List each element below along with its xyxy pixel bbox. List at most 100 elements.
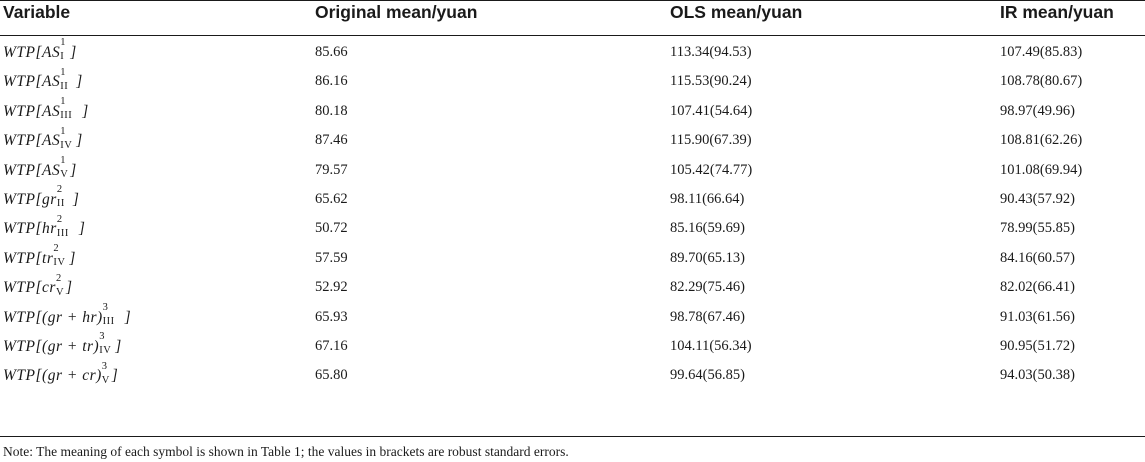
variable-symbol: WTP[AS 1 III] <box>3 96 89 121</box>
wtp-prefix: WTP[ <box>3 73 43 91</box>
variable-base: hr <box>42 220 57 238</box>
variable-superscript: 2 <box>55 272 62 284</box>
original-mean-cell: 50.72 <box>315 220 348 237</box>
variable-subscript: III <box>102 316 115 328</box>
ir-mean-cell: 108.78(80.67) <box>1000 73 1083 90</box>
variable-subscript: IV <box>53 257 66 269</box>
original-mean-cell: 52.92 <box>315 279 348 296</box>
ols-mean-cell: 115.90(67.39) <box>670 132 752 149</box>
wtp-suffix: ] <box>82 102 89 120</box>
variable-subscript: IV <box>60 139 73 151</box>
variable-cell: WTP[tr 2 IV] <box>3 243 76 273</box>
variable-subscript: V <box>60 169 69 181</box>
variable-superscript: 1 <box>60 125 67 137</box>
variable-subscript: II <box>60 80 69 92</box>
ols-mean-cell: 98.11(66.64) <box>670 191 745 207</box>
wtp-prefix: WTP[ <box>3 220 43 238</box>
variable-subscript: V <box>101 374 110 386</box>
variable-base: tr <box>42 249 54 267</box>
table-header-rule <box>0 35 1145 36</box>
ir-mean-cell: 82.02(66.41) <box>1000 279 1075 296</box>
variable-cell: WTP[AS 1 I] <box>3 37 77 67</box>
ols-mean-cell: 113.34(94.53) <box>670 44 752 60</box>
variable-subscript: III <box>56 227 69 239</box>
variable-cell: WTP[(gr + hr) 3 III] <box>3 302 131 332</box>
variable-cell: WTP[AS 1 V] <box>3 155 77 185</box>
wtp-suffix: ] <box>76 73 83 91</box>
ir-mean-cell: 107.49(85.83) <box>1000 44 1083 60</box>
variable-superscript: 3 <box>99 331 105 343</box>
ols-mean-cell: 107.41(54.64) <box>670 102 753 119</box>
variable-indices: 1 IV <box>60 126 76 152</box>
variable-cell: WTP[gr 2 II] <box>3 184 79 214</box>
wtp-prefix: WTP[ <box>3 279 43 297</box>
original-mean-cell: 65.93 <box>315 308 348 325</box>
ols-mean-cell: 104.11(56.34) <box>670 338 752 354</box>
wtp-suffix: ] <box>78 220 86 238</box>
variable-symbol: WTP[cr 2 V] <box>3 273 73 299</box>
variable-superscript: 1 <box>60 96 67 108</box>
variable-base: AS <box>42 102 61 120</box>
variable-symbol: WTP[AS 1 V] <box>3 155 77 181</box>
variable-cell: WTP[hr 2 III] <box>3 214 85 243</box>
table-row: WTP[cr 2 V] 52.92 82.29(75.46) 82.02(66.41) <box>0 273 1145 302</box>
variable-symbol: WTP[hr 2 III] <box>3 214 86 240</box>
ols-mean-cell: 82.29(75.46) <box>670 279 745 296</box>
variable-superscript: 3 <box>101 360 108 372</box>
variable-superscript: 1 <box>60 155 67 167</box>
wtp-suffix: ] <box>65 279 73 297</box>
table-row: WTP[tr 2 IV] 57.59 89.70(65.13) 84.16(60.57) <box>0 243 1145 273</box>
table-note: Note: The meaning of each symbol is show… <box>3 444 569 459</box>
variable-symbol: WTP[(gr + hr) 3 III] <box>3 302 131 328</box>
wtp-suffix: ] <box>115 338 122 355</box>
original-mean-cell: 80.18 <box>315 102 348 119</box>
wtp-prefix: WTP[ <box>3 338 43 355</box>
variable-indices: 3 III <box>102 302 125 328</box>
variable-symbol: WTP[tr 2 IV] <box>3 243 76 269</box>
variable-cell: WTP[(gr + cr) 3 V] <box>3 361 118 390</box>
variable-base: AS <box>42 161 61 179</box>
table-row: WTP[(gr + tr) 3 IV] 67.16 104.11(56.34) 90.95… <box>0 331 1145 361</box>
original-mean-cell: 85.66 <box>315 44 348 60</box>
variable-indices: 3 IV <box>99 331 115 357</box>
wtp-prefix: WTP[ <box>3 249 43 267</box>
table-row: WTP[AS 1 V] 79.57 105.42(74.77) 101.08(69.94) <box>0 155 1145 185</box>
wtp-suffix: ] <box>70 161 77 179</box>
variable-subscript: I <box>60 51 65 63</box>
variable-subscript: IV <box>99 345 112 357</box>
wtp-prefix: WTP[ <box>3 44 43 61</box>
wtp-suffix: ] <box>111 367 119 385</box>
original-mean-cell: 67.16 <box>315 338 348 354</box>
wtp-prefix: WTP[ <box>3 102 43 120</box>
table-row: WTP[AS 1 III] 80.18 107.41(54.64) 98.97(49.96… <box>0 96 1145 126</box>
variable-cell: WTP[(gr + tr) 3 IV] <box>3 331 122 361</box>
ols-mean-cell: 115.53(90.24) <box>670 73 752 90</box>
variable-superscript: 3 <box>102 302 109 314</box>
ols-mean-cell: 105.42(74.77) <box>670 161 753 178</box>
variable-superscript: 2 <box>56 184 63 196</box>
wtp-suffix: ] <box>70 44 77 61</box>
ir-mean-cell: 78.99(55.85) <box>1000 220 1075 237</box>
variable-indices: 2 II <box>57 184 73 210</box>
header-ir-mean: IR mean/yuan <box>1000 2 1114 22</box>
variable-base: cr <box>42 279 56 297</box>
table-row: WTP[hr 2 III] 50.72 85.16(59.69) 78.99(55.85) <box>0 214 1145 243</box>
variable-symbol: WTP[AS 1 IV] <box>3 126 83 152</box>
variable-base: (gr + cr) <box>42 367 102 385</box>
variable-superscript: 2 <box>56 213 63 225</box>
header-original-mean: Original mean/yuan <box>315 2 478 22</box>
table-row: WTP[(gr + hr) 3 III] 65.93 98.78(67.46) 91.03… <box>0 302 1145 332</box>
variable-base: AS <box>42 73 61 91</box>
variable-subscript: V <box>55 286 65 298</box>
variable-indices: 2 IV <box>53 243 69 269</box>
table-top-rule <box>0 0 1145 1</box>
ols-mean-cell: 98.78(67.46) <box>670 308 745 325</box>
wtp-prefix: WTP[ <box>3 308 43 326</box>
ir-mean-cell: 108.81(62.26) <box>1000 132 1083 149</box>
ols-mean-cell: 99.64(56.85) <box>670 367 745 384</box>
original-mean-cell: 57.59 <box>315 249 348 266</box>
variable-indices: 2 III <box>56 214 79 240</box>
